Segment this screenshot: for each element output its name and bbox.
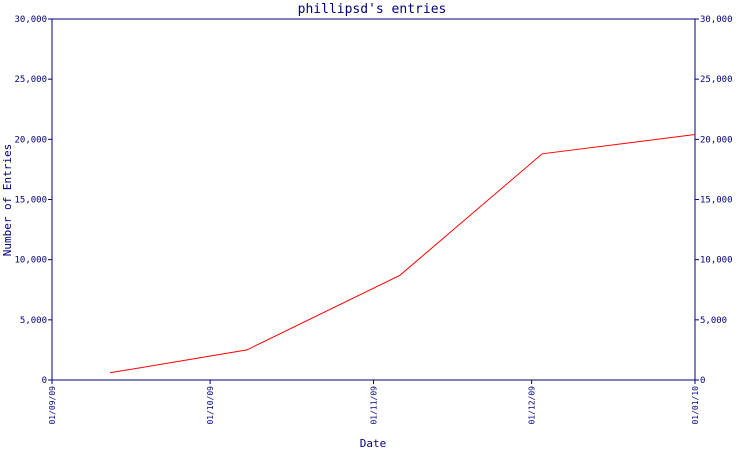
- y-tick-label-right: 25,000: [700, 75, 733, 85]
- x-axis: 01/09/09 01/10/09 01/11/09 01/12/09 01/01/10: [48, 380, 700, 425]
- y-tick-label-left: 0: [42, 376, 47, 386]
- x-tick-label: 01/01/10: [691, 386, 700, 425]
- chart-title: phillipsd's entries: [298, 2, 447, 17]
- y-tick-label-right: 0: [700, 376, 705, 386]
- x-tick-label: 01/10/09: [206, 386, 215, 425]
- y-tick-label-left: 20,000: [14, 135, 47, 145]
- x-axis-label: Date: [360, 437, 387, 450]
- y-tick-label-right: 5,000: [700, 316, 727, 326]
- y-axis-right: 0 5,000 10,000 15,000 20,000 25,000 30,000: [695, 15, 733, 386]
- series-layer: [109, 134, 696, 374]
- y-axis-left: 0 5,000 10,000 15,000 20,000 25,000 30,000: [14, 15, 52, 386]
- y-tick-label-right: 10,000: [700, 256, 733, 266]
- y-tick-label-right: 20,000: [700, 135, 733, 145]
- x-tick-label: 01/11/09: [370, 386, 379, 425]
- y-tick-label-right: 15,000: [700, 196, 733, 206]
- series-line: [109, 134, 696, 374]
- y-axis-label: Number of Entries: [1, 144, 14, 257]
- y-tick-label-left: 5,000: [20, 316, 47, 326]
- y-tick-label-left: 25,000: [14, 75, 47, 85]
- x-tick-label: 01/12/09: [528, 386, 537, 425]
- plot-area: [51, 18, 696, 381]
- x-tick-label: 01/09/09: [48, 386, 57, 425]
- y-tick-label-right: 30,000: [700, 15, 733, 25]
- y-tick-label-left: 15,000: [14, 196, 47, 206]
- y-tick-label-left: 10,000: [14, 256, 47, 266]
- y-tick-label-left: 30,000: [14, 15, 47, 25]
